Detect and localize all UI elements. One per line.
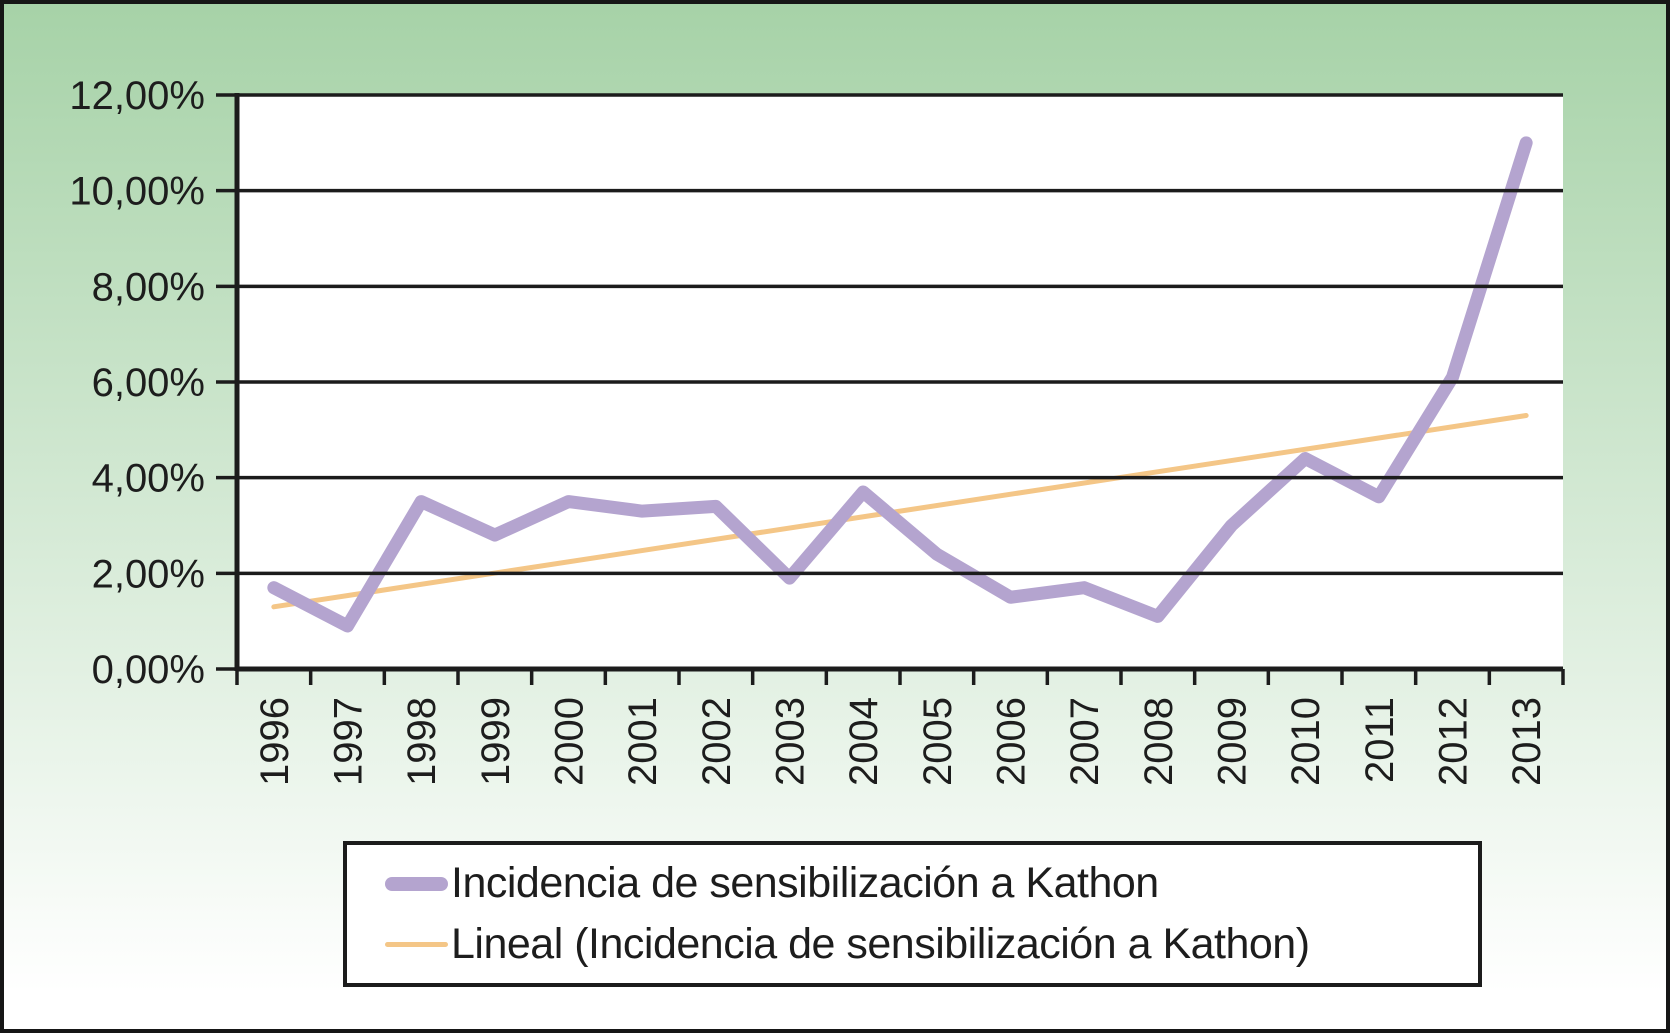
y-axis-label-4pct: 4,00% <box>92 457 205 501</box>
incidence-line-swatch <box>385 876 448 891</box>
legend-label-incidence: Incidencia de sensibilización a Kathon <box>451 859 1159 908</box>
x-axis-label-2013: 2013 <box>1505 697 1549 786</box>
legend-item-trend: Lineal (Incidencia de sensibilización a … <box>385 919 1478 968</box>
x-axis-label-2005: 2005 <box>916 697 960 786</box>
x-axis-label-2002: 2002 <box>695 697 739 786</box>
x-axis-label-2006: 2006 <box>990 697 1034 786</box>
y-axis-label-6pct: 6,00% <box>92 361 205 405</box>
y-axis-label-0pct: 0,00% <box>92 648 205 692</box>
x-axis-label-2004: 2004 <box>842 697 886 786</box>
x-axis-label-2009: 2009 <box>1211 697 1255 786</box>
x-axis-label-1997: 1997 <box>327 697 371 786</box>
x-axis-label-2011: 2011 <box>1358 697 1402 783</box>
x-axis-label-2007: 2007 <box>1063 697 1107 786</box>
x-axis-label-2000: 2000 <box>548 697 592 786</box>
incidence-line-series <box>267 136 1533 633</box>
x-axis-label-1999: 1999 <box>474 697 518 786</box>
y-axis-label-2pct: 2,00% <box>92 552 205 596</box>
x-axis-label-1998: 1998 <box>400 697 444 786</box>
legend-label-trend: Lineal (Incidencia de sensibilización a … <box>451 919 1310 968</box>
x-axis-label-2008: 2008 <box>1137 697 1181 786</box>
x-axis-label-2001: 2001 <box>621 697 665 786</box>
x-axis-label-1996: 1996 <box>253 697 297 786</box>
y-axis-label-8pct: 8,00% <box>92 265 205 309</box>
legend-item-incidence: Incidencia de sensibilización a Kathon <box>385 862 1478 905</box>
y-axis-label-12pct: 12,00% <box>69 74 205 118</box>
x-axis-label-2003: 2003 <box>769 697 813 786</box>
trend-line-swatch <box>385 941 448 947</box>
x-axis-label-2010: 2010 <box>1284 697 1328 786</box>
y-axis-label-10pct: 10,00% <box>69 170 205 214</box>
legend: Incidencia de sensibilización a Kathon L… <box>343 841 1482 987</box>
x-axis-label-2012: 2012 <box>1432 697 1476 786</box>
